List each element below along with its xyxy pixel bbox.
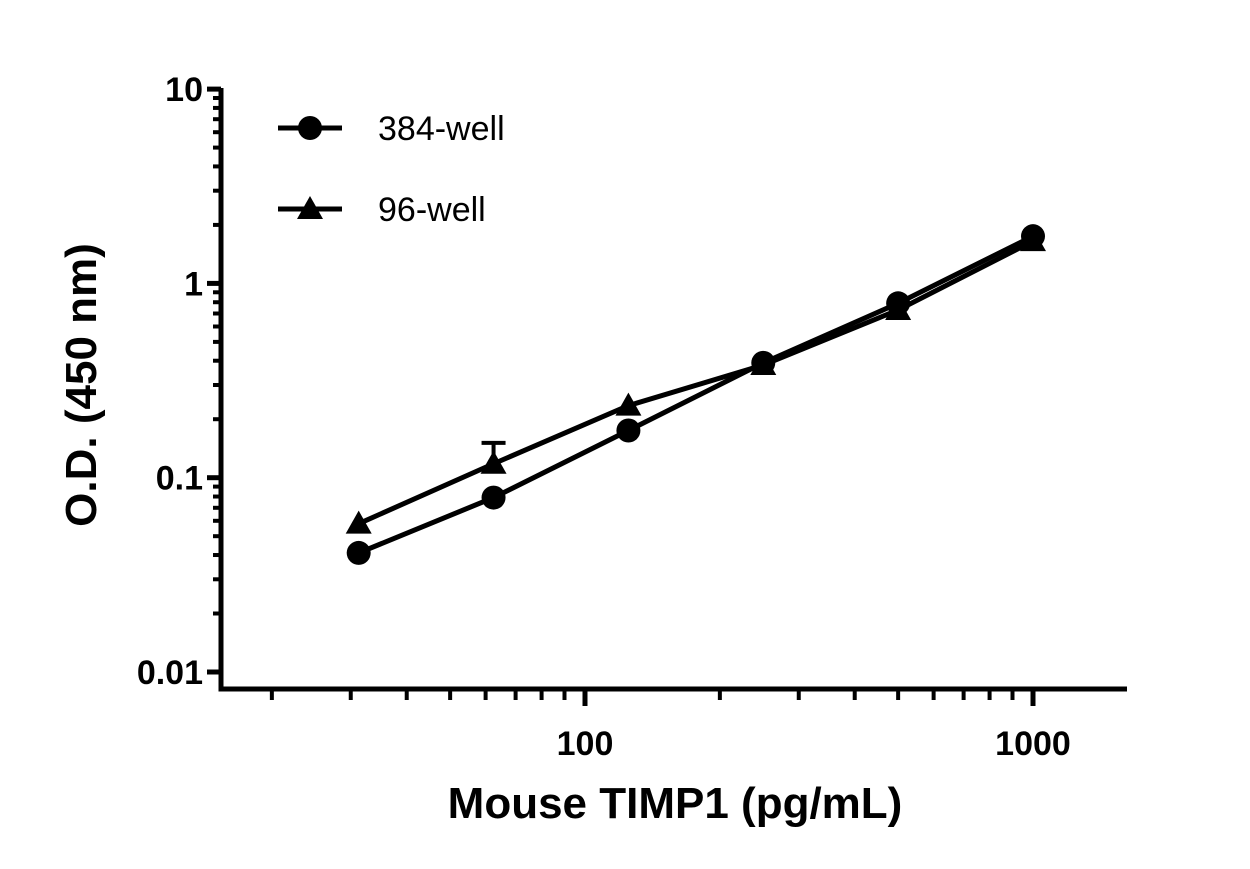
data-point [346, 540, 371, 565]
legend: 384-well 96-well [278, 110, 505, 229]
ticks: 0.01 0.1 1 10 100 1000 [137, 71, 1071, 763]
legend-label: 384-well [378, 110, 505, 148]
series-384-well [346, 224, 1045, 565]
y-axis-title: O.D. (450 nm) [57, 243, 106, 527]
y-tick-label: 0.01 [137, 654, 203, 692]
y-tick-label: 0.1 [156, 460, 203, 498]
data-point [750, 352, 777, 376]
data-point [885, 296, 912, 320]
data-point [616, 418, 641, 443]
data-point [480, 450, 507, 474]
data-point [345, 510, 372, 534]
series-line [357, 233, 1035, 556]
legend-item: 96-well [278, 191, 486, 229]
series-96-well [345, 228, 1046, 534]
y-tick-label: 1 [184, 265, 203, 303]
data-point [1020, 228, 1046, 252]
plot-area [345, 224, 1046, 565]
data-point [481, 485, 506, 510]
series-line [357, 238, 1035, 526]
axes [218, 88, 1127, 692]
y-tick-label: 10 [165, 71, 203, 109]
legend-label: 96-well [378, 191, 486, 229]
legend-marker [297, 196, 323, 219]
legend-item: 384-well [278, 110, 505, 148]
x-tick-label: 1000 [995, 725, 1071, 763]
data-point [615, 392, 642, 416]
x-axis-title: Mouse TIMP1 (pg/mL) [448, 779, 903, 828]
x-tick-label: 100 [557, 725, 614, 763]
legend-marker [298, 116, 322, 140]
